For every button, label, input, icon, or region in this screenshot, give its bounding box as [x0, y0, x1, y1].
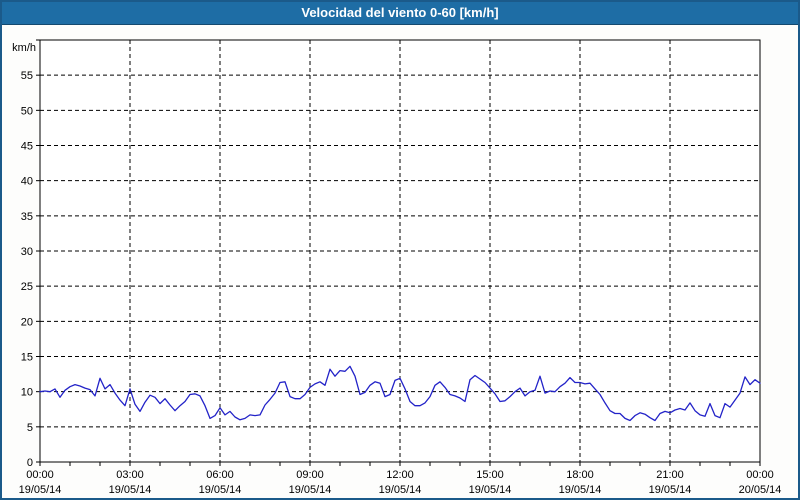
x-tick-time-label: 09:00: [296, 469, 324, 481]
x-tick-date-label: 19/05/14: [469, 484, 512, 496]
y-tick-label: 10: [21, 387, 33, 399]
chart-title-bar: Velocidad del viento 0-60 [km/h]: [2, 2, 798, 25]
y-tick-label: 40: [21, 176, 33, 188]
y-tick-label: 25: [21, 281, 33, 293]
y-tick-label: 35: [21, 211, 33, 223]
y-tick-label: 5: [27, 422, 33, 434]
y-tick-label: 15: [21, 352, 33, 364]
y-axis-unit-label: km/h: [12, 42, 36, 54]
x-tick-time-label: 12:00: [386, 469, 414, 481]
x-tick-date-label: 19/05/14: [199, 484, 242, 496]
y-tick-label: 0: [27, 457, 33, 469]
chart-title: Velocidad del viento 0-60 [km/h]: [301, 5, 499, 20]
x-tick-date-label: 19/05/14: [109, 484, 152, 496]
chart-area: 0 5 10 15 20 25 30 35 40 45 50 55 km/h 00:00 19/05/14 0…: [2, 25, 798, 498]
x-tick-date-label: 20/05/14: [739, 484, 782, 496]
x-tick-date-label: 19/05/14: [649, 484, 692, 496]
x-tick-time-label: 15:00: [476, 469, 504, 481]
wind-speed-series-line: [39, 365, 761, 422]
x-tick-time-label: 00:00: [746, 469, 774, 481]
x-tick-time-label: 00:00: [26, 469, 54, 481]
y-tick-label: 30: [21, 246, 33, 258]
y-tick-label: 45: [21, 141, 33, 153]
x-tick-time-label: 03:00: [116, 469, 144, 481]
y-tick-label: 55: [21, 70, 33, 82]
y-tick-label: 20: [21, 316, 33, 328]
x-tick-date-label: 19/05/14: [19, 484, 62, 496]
wind-speed-chart: 0 5 10 15 20 25 30 35 40 45 50 55 km/h 00:00 19/05/14 0…: [12, 39, 782, 496]
x-tick-time-label: 18:00: [566, 469, 594, 481]
x-tick-date-label: 19/05/14: [289, 484, 332, 496]
x-tick-date-label: 19/05/14: [559, 484, 602, 496]
x-tick-time-label: 21:00: [656, 469, 684, 481]
x-tick-time-label: 06:00: [206, 469, 234, 481]
y-tick-label: 50: [21, 105, 33, 117]
x-tick-date-label: 19/05/14: [379, 484, 422, 496]
